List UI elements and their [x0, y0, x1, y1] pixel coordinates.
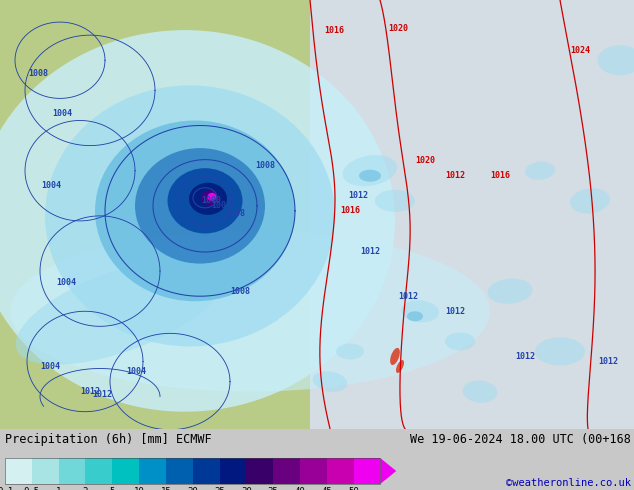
- Text: 1: 1: [56, 487, 61, 490]
- Bar: [139, 458, 166, 484]
- Text: 10: 10: [134, 487, 145, 490]
- Bar: [5, 458, 32, 484]
- Ellipse shape: [343, 155, 398, 186]
- Bar: [310, 0, 634, 429]
- Bar: [32, 458, 59, 484]
- Text: 1000: 1000: [201, 196, 221, 205]
- Text: 1008: 1008: [225, 209, 245, 218]
- Text: 1012: 1012: [598, 357, 618, 366]
- Text: 1016: 1016: [490, 171, 510, 180]
- Text: 1012: 1012: [445, 171, 465, 180]
- Bar: [219, 458, 247, 484]
- Ellipse shape: [570, 188, 610, 214]
- Text: 1012: 1012: [398, 292, 418, 301]
- Ellipse shape: [0, 30, 395, 412]
- Text: 45: 45: [321, 487, 332, 490]
- Text: 1016: 1016: [340, 206, 360, 216]
- Ellipse shape: [45, 85, 335, 346]
- Text: 1004: 1004: [53, 109, 72, 118]
- Text: 30: 30: [241, 487, 252, 490]
- Text: 1012: 1012: [445, 307, 465, 316]
- Ellipse shape: [525, 162, 555, 180]
- Bar: [354, 458, 380, 484]
- Polygon shape: [380, 458, 396, 484]
- Bar: [193, 458, 219, 484]
- Text: 1012: 1012: [360, 246, 380, 255]
- Text: 1008: 1008: [255, 161, 275, 170]
- Text: 1020: 1020: [415, 156, 435, 165]
- Ellipse shape: [390, 348, 400, 365]
- Text: 1008: 1008: [28, 69, 48, 78]
- Bar: [59, 458, 86, 484]
- Text: 1012: 1012: [348, 191, 368, 200]
- Text: 1004: 1004: [41, 362, 61, 371]
- Text: 25: 25: [214, 487, 225, 490]
- Text: 15: 15: [160, 487, 171, 490]
- Text: 1012: 1012: [515, 352, 535, 361]
- Text: 5: 5: [110, 487, 115, 490]
- Text: 1024: 1024: [570, 46, 590, 55]
- Ellipse shape: [359, 170, 381, 182]
- Text: 1004: 1004: [41, 181, 61, 190]
- Text: 1020: 1020: [388, 24, 408, 33]
- Ellipse shape: [16, 258, 224, 365]
- Text: 50: 50: [348, 487, 359, 490]
- Ellipse shape: [313, 371, 347, 392]
- Ellipse shape: [407, 311, 423, 321]
- Ellipse shape: [488, 278, 533, 304]
- Ellipse shape: [135, 148, 265, 264]
- Text: 35: 35: [268, 487, 278, 490]
- Ellipse shape: [201, 190, 219, 205]
- Bar: [327, 458, 354, 484]
- Bar: [247, 458, 273, 484]
- Text: 1012: 1012: [92, 390, 112, 399]
- Ellipse shape: [336, 343, 364, 360]
- Text: 20: 20: [188, 487, 198, 490]
- Ellipse shape: [10, 231, 490, 392]
- Bar: [5, 458, 380, 484]
- Text: 1012: 1012: [80, 387, 100, 396]
- Bar: [300, 458, 327, 484]
- Text: 0.5: 0.5: [24, 487, 40, 490]
- Text: 1008: 1008: [230, 287, 250, 295]
- Text: 1004: 1004: [56, 278, 76, 287]
- Ellipse shape: [396, 360, 404, 373]
- Ellipse shape: [401, 300, 439, 322]
- Ellipse shape: [207, 193, 216, 201]
- Ellipse shape: [375, 190, 415, 212]
- Ellipse shape: [535, 338, 585, 366]
- Ellipse shape: [597, 45, 634, 75]
- Text: Precipitation (6h) [mm] ECMWF: Precipitation (6h) [mm] ECMWF: [5, 433, 212, 446]
- Text: We 19-06-2024 18.00 UTC (00+168: We 19-06-2024 18.00 UTC (00+168: [410, 433, 631, 446]
- Ellipse shape: [167, 168, 242, 233]
- Bar: [86, 458, 112, 484]
- Ellipse shape: [95, 121, 295, 301]
- Bar: [112, 458, 139, 484]
- Text: ©weatheronline.co.uk: ©weatheronline.co.uk: [506, 478, 631, 488]
- Text: 0.1: 0.1: [0, 487, 13, 490]
- Text: 40: 40: [295, 487, 306, 490]
- Text: 2: 2: [83, 487, 88, 490]
- Bar: [273, 458, 300, 484]
- Text: 1004: 1004: [210, 201, 231, 210]
- Text: 1004: 1004: [126, 367, 146, 376]
- Bar: [166, 458, 193, 484]
- Ellipse shape: [445, 332, 475, 350]
- Ellipse shape: [463, 381, 498, 403]
- Text: 1016: 1016: [324, 25, 344, 35]
- Ellipse shape: [189, 183, 227, 215]
